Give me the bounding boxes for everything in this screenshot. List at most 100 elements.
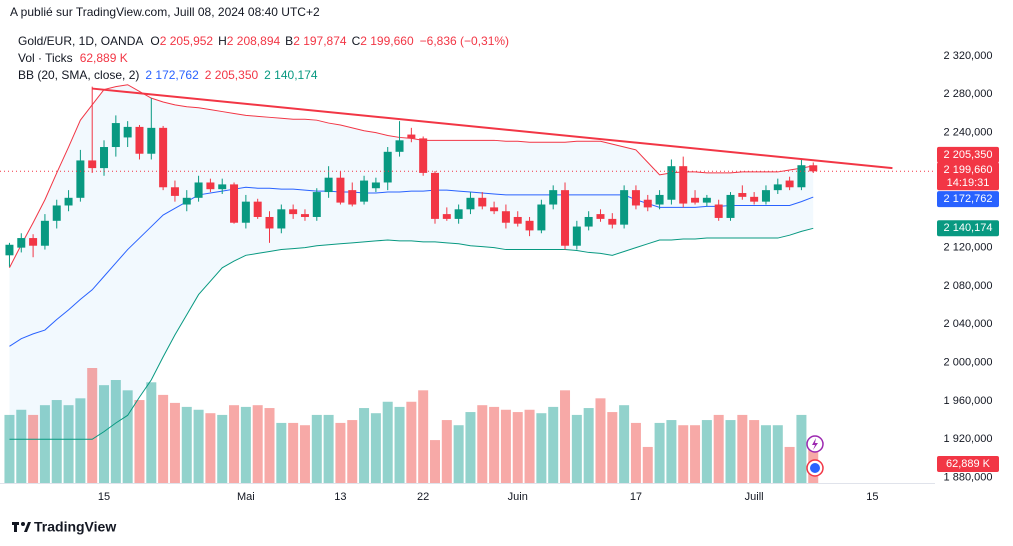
volume-bar — [560, 390, 571, 483]
volume-bar — [796, 414, 807, 483]
candle-body — [360, 180, 369, 202]
volume-bar — [595, 398, 606, 483]
volume-bar — [240, 406, 251, 483]
candle-body — [230, 184, 239, 223]
candle-body — [5, 244, 14, 256]
volume-bar — [110, 380, 121, 483]
h-value: 2 208,894 — [227, 34, 281, 48]
symbol: Gold/EUR, 1D, OANDA — [18, 34, 143, 48]
c-key: C — [352, 34, 361, 48]
candle-body — [300, 214, 309, 217]
candle-body — [631, 190, 640, 206]
candle-body — [702, 197, 711, 203]
x-tick-label: Juin — [508, 491, 528, 503]
volume-bar — [607, 412, 618, 483]
candle-body — [123, 126, 132, 138]
x-tick-label: 13 — [334, 491, 346, 503]
candle-body — [785, 180, 794, 188]
bb-upper-badge-box — [937, 146, 999, 163]
volume-bar — [418, 390, 429, 483]
volume-bar — [63, 405, 74, 483]
candle-body — [490, 207, 499, 212]
x-tick-label: Juill — [745, 491, 764, 503]
volume-bar — [299, 425, 310, 483]
volume-bar — [737, 414, 748, 483]
volume-bar — [181, 406, 192, 483]
volume-bar — [288, 422, 299, 483]
volume-bar — [217, 414, 228, 483]
bb-fill — [9, 84, 814, 440]
volume-bar — [205, 413, 216, 483]
volume-bar — [158, 394, 169, 483]
candle-body — [596, 214, 605, 219]
candle-body — [289, 209, 298, 215]
volume-bar — [146, 382, 157, 483]
candle-body — [64, 197, 73, 206]
volume-bar — [512, 412, 523, 483]
volume-bar — [99, 385, 110, 483]
candle-body — [76, 160, 85, 198]
candle-body — [809, 165, 818, 172]
bb-lower-badge-box — [937, 220, 999, 237]
y-tick-label: 1 960,000 — [944, 395, 993, 407]
icon-flash-bolt — [812, 438, 818, 450]
volume-bar — [122, 390, 133, 483]
volume-bar — [39, 405, 50, 483]
candle-body — [549, 190, 558, 205]
candle-body — [100, 147, 109, 169]
volume-bar — [500, 409, 511, 483]
volume-bar — [394, 406, 405, 483]
last-price-badge-box — [937, 162, 999, 191]
volume-bar — [229, 405, 240, 483]
bb-upper-value: 2 205,350 — [205, 68, 259, 82]
candle-body — [478, 197, 487, 207]
x-tick-label: 22 — [417, 491, 429, 503]
bb-title: BB (20, SMA, close, 2) — [18, 68, 139, 82]
bb-lower-badge: 2 140,174 — [937, 220, 999, 237]
volume-bar — [252, 405, 263, 483]
volume-bar — [323, 414, 334, 483]
candle-body — [194, 182, 203, 198]
volume-bar — [630, 422, 641, 483]
volume-bar — [654, 422, 665, 483]
volume-bar — [16, 409, 27, 483]
trend-line — [92, 87, 893, 170]
bb-lower-line — [9, 227, 814, 440]
y-tick-label: 1 920,000 — [944, 433, 993, 445]
candle-body — [336, 177, 345, 203]
volume-badge-box — [937, 456, 999, 472]
y-tick-label: 1 880,000 — [944, 472, 993, 484]
volume-bar — [713, 414, 724, 483]
volume-bar — [347, 420, 358, 483]
volume-bar — [87, 368, 98, 483]
candle-body — [371, 182, 380, 189]
volume-bar — [619, 405, 630, 483]
candle-body — [608, 218, 617, 225]
h-key: H — [218, 34, 227, 48]
volume-bar — [548, 406, 559, 483]
bb-basis-value: 2 172,762 — [145, 68, 199, 82]
candle-body — [407, 134, 416, 139]
volume-bar — [4, 414, 15, 483]
candle-body — [714, 204, 723, 218]
volume-bar — [524, 409, 535, 483]
candle-body — [135, 126, 144, 154]
volume-bar — [382, 401, 393, 483]
x-tick-label: 15 — [98, 491, 110, 503]
bb-legend: BB (20, SMA, close, 2) 2 172,762 2 205,350… — [18, 68, 318, 82]
volume-bar — [193, 409, 204, 483]
logo-text: TradingView — [34, 519, 116, 535]
volume-bar — [465, 412, 476, 483]
volume-bar — [725, 420, 736, 483]
volume-badge: 62,889 K — [937, 456, 999, 472]
change: −6,836 (−0,31%) — [420, 34, 509, 48]
bb-basis-line — [9, 186, 814, 347]
candle-body — [501, 211, 510, 223]
candle-body — [466, 197, 475, 210]
candle-body — [147, 127, 156, 154]
plot: 2 320,000 2 280,000 2 240,000 2 120,000 2 08… — [0, 50, 992, 503]
candle-body — [442, 214, 451, 219]
l-key: B — [285, 34, 293, 48]
